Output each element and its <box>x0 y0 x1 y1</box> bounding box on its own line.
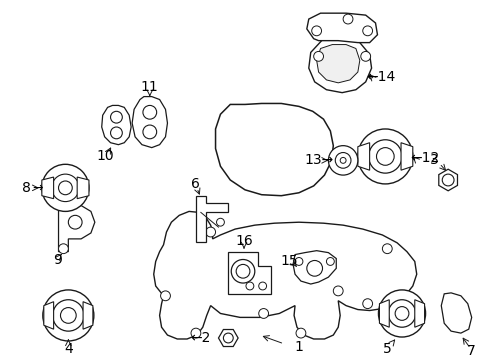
Polygon shape <box>292 251 336 284</box>
Text: ←12: ←12 <box>409 152 438 165</box>
Text: 6: 6 <box>190 177 199 191</box>
Circle shape <box>68 215 82 229</box>
Text: 1: 1 <box>294 340 303 354</box>
Circle shape <box>110 111 122 123</box>
Text: →: → <box>33 181 43 194</box>
Text: ←2: ←2 <box>190 331 211 345</box>
Polygon shape <box>438 169 457 191</box>
Circle shape <box>160 291 170 301</box>
Circle shape <box>110 127 122 139</box>
Circle shape <box>357 129 412 184</box>
Circle shape <box>42 164 89 211</box>
Circle shape <box>223 333 233 343</box>
Circle shape <box>142 125 156 139</box>
Text: 8: 8 <box>21 181 31 195</box>
Text: 7: 7 <box>467 344 475 358</box>
Circle shape <box>368 140 401 173</box>
Circle shape <box>236 264 249 278</box>
Circle shape <box>333 286 343 296</box>
Circle shape <box>53 300 84 331</box>
Text: 5: 5 <box>382 342 391 356</box>
Polygon shape <box>77 177 89 199</box>
Circle shape <box>142 105 156 119</box>
Text: 15: 15 <box>280 255 297 269</box>
Circle shape <box>382 244 391 253</box>
Circle shape <box>59 244 68 253</box>
Circle shape <box>258 309 268 318</box>
Polygon shape <box>83 302 93 329</box>
Polygon shape <box>196 196 228 242</box>
Text: 13→: 13→ <box>304 153 332 167</box>
Circle shape <box>362 26 372 36</box>
Circle shape <box>441 174 453 186</box>
Circle shape <box>343 14 352 24</box>
Polygon shape <box>102 105 131 145</box>
Polygon shape <box>316 45 359 83</box>
Text: 3: 3 <box>429 153 438 167</box>
Polygon shape <box>400 143 412 170</box>
Text: 10: 10 <box>97 149 114 163</box>
Circle shape <box>313 51 323 61</box>
Circle shape <box>376 148 393 165</box>
Circle shape <box>43 290 94 341</box>
Circle shape <box>245 282 253 290</box>
Polygon shape <box>59 198 95 252</box>
Circle shape <box>306 261 322 276</box>
Polygon shape <box>440 293 471 333</box>
Polygon shape <box>42 177 54 199</box>
Circle shape <box>378 290 425 337</box>
Circle shape <box>311 26 321 36</box>
Polygon shape <box>132 96 167 148</box>
Polygon shape <box>414 300 424 327</box>
Polygon shape <box>357 143 369 170</box>
Circle shape <box>258 282 266 290</box>
Circle shape <box>59 181 72 195</box>
Text: 11: 11 <box>141 80 158 94</box>
Circle shape <box>328 146 357 175</box>
Text: 16: 16 <box>235 234 252 248</box>
Text: 4: 4 <box>64 342 73 356</box>
Polygon shape <box>228 252 271 294</box>
Circle shape <box>335 153 350 168</box>
Circle shape <box>216 218 224 226</box>
Circle shape <box>394 307 408 320</box>
Polygon shape <box>308 36 371 93</box>
Circle shape <box>295 328 305 338</box>
Circle shape <box>231 260 254 283</box>
Polygon shape <box>44 302 54 329</box>
Polygon shape <box>306 13 377 42</box>
Text: ←14: ←14 <box>366 70 395 84</box>
Polygon shape <box>153 211 416 339</box>
Circle shape <box>205 227 215 237</box>
Circle shape <box>326 257 334 265</box>
Polygon shape <box>379 300 388 327</box>
Polygon shape <box>218 329 238 347</box>
Circle shape <box>52 174 79 202</box>
Circle shape <box>61 307 76 323</box>
Circle shape <box>360 51 370 61</box>
Circle shape <box>362 299 372 309</box>
Circle shape <box>191 328 201 338</box>
Circle shape <box>387 300 415 327</box>
Polygon shape <box>215 103 333 196</box>
Text: 9: 9 <box>53 253 62 267</box>
Circle shape <box>340 157 346 163</box>
Circle shape <box>294 257 302 265</box>
